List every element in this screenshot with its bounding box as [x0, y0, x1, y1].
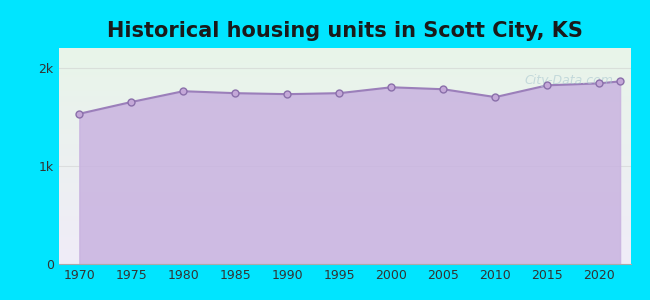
Text: City-Data.com: City-Data.com	[525, 74, 614, 87]
Title: Historical housing units in Scott City, KS: Historical housing units in Scott City, …	[107, 21, 582, 41]
